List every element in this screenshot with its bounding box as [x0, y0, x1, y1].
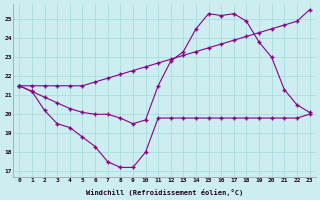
X-axis label: Windchill (Refroidissement éolien,°C): Windchill (Refroidissement éolien,°C) — [86, 189, 243, 196]
